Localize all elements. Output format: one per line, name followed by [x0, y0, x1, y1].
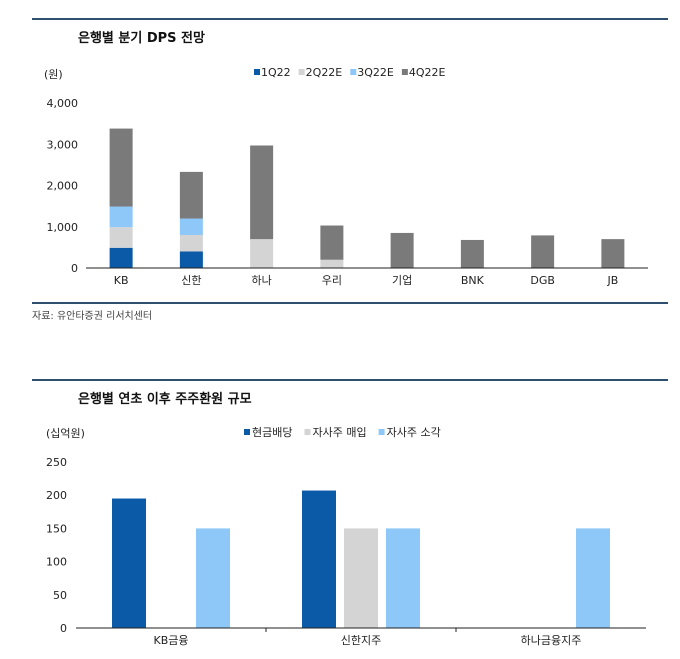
chart2-y-tick-label: 250 — [46, 456, 67, 469]
chart1-bar-4Q22E-1 — [179, 171, 203, 219]
chart1-legend-label: 1Q22 — [261, 66, 291, 79]
chart1-bar-2Q22E-2 — [250, 239, 274, 268]
chart2-legend-swatch — [378, 429, 385, 435]
chart1-x-tick-label: 우리 — [322, 274, 342, 287]
chart1-title: 은행별 분기 DPS 전망 — [78, 31, 205, 46]
chart1-bar-1Q22-1 — [179, 251, 203, 268]
chart2-x-tick-label: 신한지주 — [341, 634, 381, 647]
chart1-bars — [109, 128, 625, 268]
chart2-bar-자사주 소각-1 — [386, 528, 420, 628]
chart2-bar-자사주 소각-0 — [196, 528, 230, 628]
chart2-svg: (십억원) 현금배당 자사주 매입 자사주 소각 0 50 100 150 200 250 K… — [46, 426, 646, 647]
chart2-ylabel: (십억원) — [46, 427, 85, 440]
chart1-x-tick-label: 신한 — [181, 274, 201, 287]
chart2-legend-swatch — [304, 429, 311, 435]
chart1-legend: 1Q22 2Q22E 3Q22E 4Q22E — [254, 66, 446, 79]
chart1-legend-swatch — [298, 69, 305, 75]
chart2-legend-label: 자사주 매입 — [312, 426, 366, 439]
chart2-bar-자사주 매입-1 — [344, 528, 378, 628]
chart1-bar-4Q22E-3 — [320, 225, 344, 260]
chart1-bar-3Q22E-0 — [109, 206, 133, 228]
chart1-legend-swatch — [401, 69, 408, 75]
chart2-y-tick-label: 0 — [60, 622, 67, 635]
chart2-legend-label: 자사주 소각 — [387, 426, 441, 439]
chart1-legend-swatch — [254, 69, 260, 75]
chart1-bar-4Q22E-4 — [390, 232, 414, 268]
chart1-legend-label: 3Q22E — [357, 66, 394, 79]
chart1-x-axis-labels: KB 신한 하나 우리 기업 BNK DGB JB — [114, 273, 619, 287]
chart2-y-tick-label: 150 — [46, 522, 67, 535]
chart1-bar-2Q22E-1 — [179, 235, 203, 252]
chart1-y-axis: 0 1,000 2,000 3,000 4,000 — [47, 97, 79, 275]
chart1-bar-4Q22E-0 — [109, 128, 133, 207]
chart2-bars — [112, 490, 610, 628]
chart1-source: 자료: 유안타증권 리서치센터 — [32, 311, 153, 322]
chart1-bar-1Q22-0 — [109, 247, 133, 268]
chart1-y-tick-label: 3,000 — [47, 138, 79, 151]
chart1-bar-4Q22E-5 — [460, 239, 484, 268]
chart1-ylabel: (원) — [44, 68, 63, 81]
chart2-x-tick-label: 하나금융지주 — [521, 633, 582, 647]
chart1-x-tick-label: KB — [114, 274, 129, 287]
chart2-y-tick-label: 50 — [53, 589, 67, 602]
chart1-bar-3Q22E-1 — [179, 218, 203, 235]
chart1-y-tick-label: 1,000 — [47, 221, 79, 234]
chart1-legend-label: 2Q22E — [306, 66, 343, 79]
chart2-legend: 현금배당 자사주 매입 자사주 소각 — [244, 426, 441, 439]
chart2-x-axis-labels: KB금융 신한지주 하나금융지주 — [154, 628, 582, 647]
chart1-legend-swatch — [350, 69, 357, 75]
chart1-bar-2Q22E-0 — [109, 227, 133, 248]
chart1-bar-2Q22E-3 — [320, 259, 344, 268]
chart1-x-tick-label: DGB — [530, 274, 555, 287]
chart1-y-tick-label: 0 — [71, 262, 78, 275]
chart2-title: 은행별 연초 이후 주주환원 규모 — [78, 392, 252, 407]
chart2-y-tick-label: 100 — [46, 556, 67, 569]
chart2-y-axis: 0 50 100 150 200 250 — [46, 456, 67, 635]
chart1-bottom-rule — [32, 302, 668, 304]
chart1-bar-4Q22E-7 — [601, 239, 625, 268]
chart1-bar-4Q22E-6 — [531, 235, 555, 268]
chart1-y-tick-label: 2,000 — [47, 180, 79, 193]
chart1-bar-4Q22E-2 — [250, 145, 274, 240]
chart2-bar-현금배당-1 — [302, 490, 336, 628]
chart1-x-tick-label: BNK — [461, 274, 485, 287]
chart2-y-tick-label: 200 — [46, 489, 67, 502]
chart2-bar-자사주 소각-2 — [576, 528, 610, 628]
chart1-top-rule — [32, 18, 668, 20]
chart1-x-tick-label: 기업 — [392, 274, 412, 287]
chart1-y-tick-label: 4,000 — [47, 97, 79, 110]
chart1-x-tick-label: 하나 — [252, 273, 272, 287]
chart2-legend-swatch — [244, 429, 250, 435]
chart2-top-rule — [32, 379, 668, 381]
chart2-bar-현금배당-0 — [112, 498, 146, 628]
chart2-x-tick-label: KB금융 — [154, 634, 189, 647]
chart1-legend-label: 4Q22E — [409, 66, 446, 79]
chart2-legend-label: 현금배당 — [252, 426, 292, 439]
chart1-svg: (원) 1Q22 2Q22E 3Q22E 4Q22E 0 1,000 2,000 3,000… — [44, 66, 648, 287]
chart1-x-tick-label: JB — [606, 274, 618, 287]
